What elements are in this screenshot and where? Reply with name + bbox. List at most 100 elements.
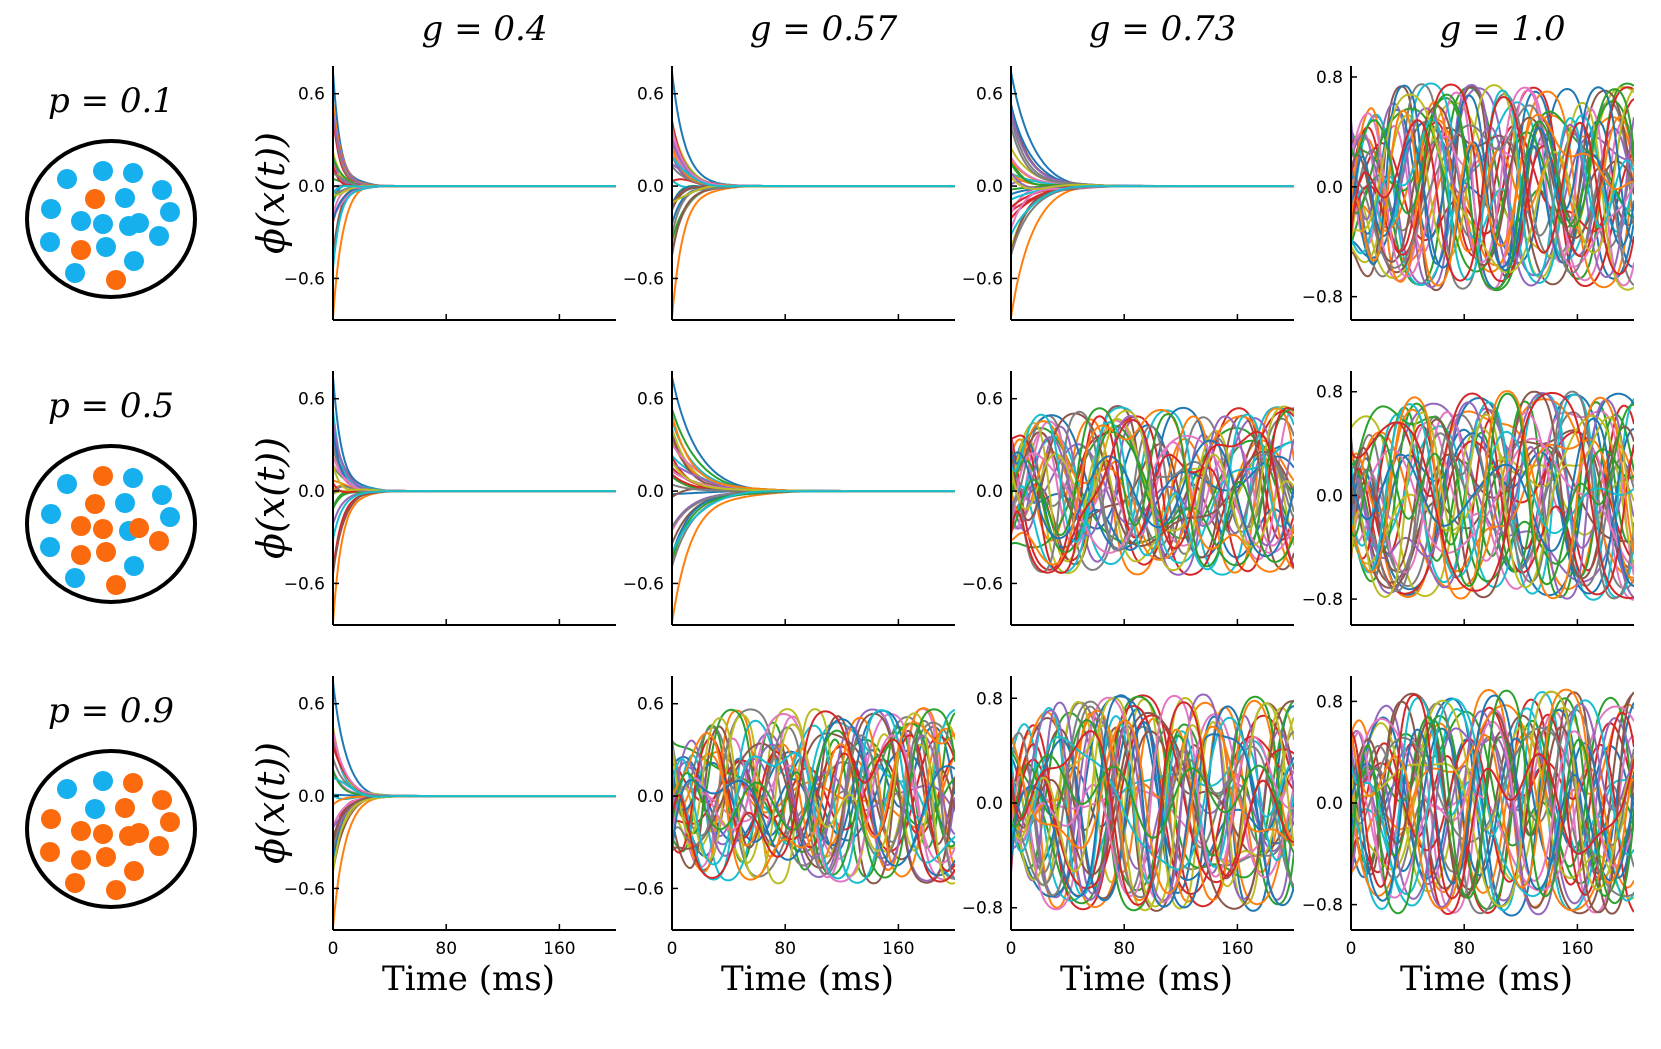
series-line <box>1011 717 1294 899</box>
orange-neuron-dot <box>71 850 91 870</box>
series-line <box>333 185 616 215</box>
orange-neuron-dot <box>65 873 85 893</box>
series-line <box>1011 117 1294 188</box>
series-line <box>1351 105 1634 267</box>
y-axis-label: ϕ(x(t)) <box>249 132 293 254</box>
orange-neuron-dot <box>152 790 172 810</box>
x-tick-label: 160 <box>543 939 575 959</box>
series-line <box>1011 412 1294 547</box>
series-line <box>1011 185 1294 252</box>
y-tick-label: 0.8 <box>976 689 1003 709</box>
series-line <box>672 708 955 879</box>
plot-panel: −0.6 0.0 0.6 <box>962 66 1294 321</box>
series-line <box>672 135 955 188</box>
series-line <box>1351 392 1634 587</box>
series-line <box>333 795 616 859</box>
series-line <box>333 184 616 219</box>
series-group <box>333 376 616 623</box>
orange-neuron-dot <box>96 542 116 562</box>
orange-neuron-dot <box>93 466 113 486</box>
y-axis-label: ϕ(x(t)) <box>249 742 293 864</box>
y-tick-label: −0.8 <box>962 899 1003 919</box>
series-line <box>1351 109 1634 287</box>
orange-neuron-dot <box>93 824 113 844</box>
y-tick-label: 0.6 <box>637 390 664 410</box>
blue-neuron-dot <box>41 199 61 219</box>
orange-neuron-dot <box>149 531 169 551</box>
series-line <box>333 430 616 493</box>
series-line <box>1351 693 1634 900</box>
y-tick-label: 0.0 <box>298 482 325 502</box>
blue-neuron-dot <box>152 180 172 200</box>
series-line <box>1011 439 1294 558</box>
series-line <box>333 795 616 872</box>
y-tick-label: 0.0 <box>1316 486 1343 506</box>
blue-neuron-dot <box>93 161 113 181</box>
series-line <box>333 444 616 493</box>
series-line <box>333 794 616 829</box>
series-line <box>333 757 616 798</box>
series-line <box>1351 133 1634 248</box>
y-tick-label: −0.8 <box>1302 896 1343 916</box>
series-line <box>333 71 616 188</box>
y-tick-label: 0.0 <box>1316 794 1343 814</box>
x-tick-label: 160 <box>1221 939 1253 959</box>
series-line <box>333 156 616 188</box>
series-line <box>672 129 955 188</box>
series-line <box>672 185 955 241</box>
series-line <box>672 376 955 493</box>
series-line <box>1011 71 1294 188</box>
blue-neuron-dot <box>160 202 180 222</box>
y-tick-label: 0.0 <box>976 794 1003 814</box>
series-line <box>333 794 616 849</box>
series-line <box>333 795 616 859</box>
series-group <box>1011 405 1294 576</box>
x-axis-label: Time (ms) <box>721 959 894 999</box>
series-line <box>1011 185 1294 236</box>
series-line <box>333 185 616 265</box>
series-line <box>333 795 616 862</box>
x-tick-label: 0 <box>1346 939 1357 959</box>
y-tick-label: 0.0 <box>637 482 664 502</box>
series-line <box>672 713 955 883</box>
series-line <box>333 423 616 493</box>
series-line <box>1011 185 1294 249</box>
series-line <box>333 490 616 571</box>
series-line <box>333 776 616 798</box>
blue-neuron-dot <box>41 504 61 524</box>
orange-neuron-dot <box>40 842 60 862</box>
blue-neuron-dot <box>71 211 91 231</box>
series-line <box>1351 82 1634 285</box>
series-line <box>333 795 616 928</box>
series-line <box>333 447 616 493</box>
series-line <box>333 795 616 838</box>
series-line <box>333 681 616 798</box>
orange-neuron-dot <box>160 812 180 832</box>
series-line <box>1351 95 1634 282</box>
series-line <box>333 732 616 798</box>
series-line <box>333 185 616 220</box>
y-tick-label: 0.0 <box>1316 178 1343 198</box>
series-line <box>333 769 616 798</box>
series-line <box>672 130 955 188</box>
y-tick-label: 0.8 <box>1316 692 1343 712</box>
series-line <box>333 185 616 223</box>
y-tick-label: −0.6 <box>623 879 664 899</box>
series-line <box>672 122 955 188</box>
series-line <box>333 464 616 493</box>
series-line <box>672 709 955 880</box>
x-tick-label: 0 <box>1006 939 1017 959</box>
series-line <box>1351 726 1634 898</box>
y-tick-label: −0.6 <box>623 269 664 289</box>
orange-neuron-dot <box>41 809 61 829</box>
x-tick-label: 80 <box>435 939 457 959</box>
series-line <box>1011 696 1294 911</box>
series-line <box>333 732 616 798</box>
series-group <box>1351 82 1634 292</box>
orange-neuron-dot <box>115 798 135 818</box>
series-line <box>1351 403 1634 578</box>
blue-neuron-dot <box>65 263 85 283</box>
series-line <box>1011 695 1294 905</box>
